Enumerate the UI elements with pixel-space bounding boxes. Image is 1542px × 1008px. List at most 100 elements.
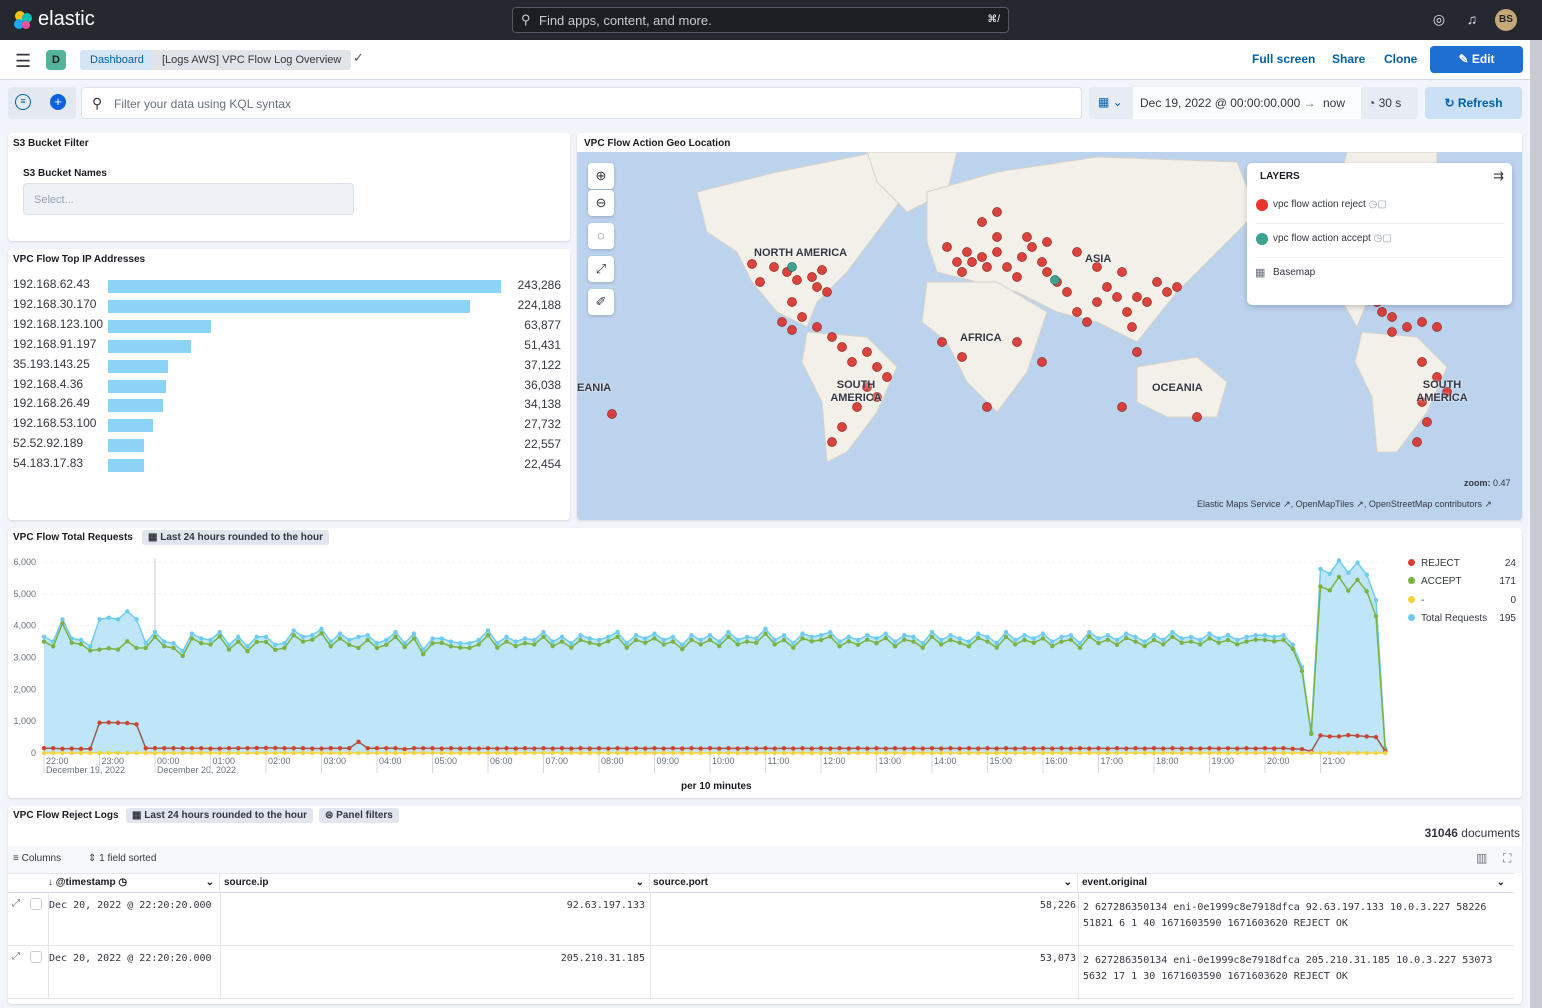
- menu-icon[interactable]: ☰: [15, 51, 32, 71]
- ip-row[interactable]: 52.52.92.189 22,557: [13, 436, 561, 456]
- ip-bar[interactable]: [108, 319, 212, 333]
- data-point: [633, 633, 639, 638]
- legend-item[interactable]: REJECT 24: [1408, 558, 1516, 569]
- elastic-logo-icon[interactable]: [12, 9, 34, 31]
- ip-row[interactable]: 192.168.123.100 63,877: [13, 317, 561, 337]
- panel-filters-badge[interactable]: ⊜ Panel filters: [319, 808, 399, 823]
- date-range[interactable]: Dec 19, 2022 @ 00:00:00.000 → now: [1133, 87, 1361, 119]
- full-screen-link[interactable]: Full screen: [1252, 52, 1316, 66]
- attribution-link[interactable]: Elastic Maps Service: [1197, 499, 1281, 509]
- row-checkbox[interactable]: [30, 898, 42, 910]
- data-point: [1327, 750, 1332, 756]
- data-point: [1179, 640, 1184, 646]
- start-date[interactable]: Dec 19, 2022 @ 00:00:00.000: [1140, 96, 1301, 110]
- attribution-link[interactable]: OpenMapTiles: [1295, 499, 1354, 509]
- ip-row[interactable]: 192.168.91.197 51,431: [13, 337, 561, 357]
- attribution-link[interactable]: OpenStreetMap contributors: [1368, 499, 1482, 509]
- ip-row[interactable]: 192.168.53.100 27,732: [13, 416, 561, 436]
- fit-bounds-button[interactable]: ◌: [588, 223, 614, 249]
- table-row[interactable]: ⤢ Dec 20, 2022 @ 22:20:20.000 92.63.197.…: [8, 893, 1514, 946]
- ip-bar[interactable]: [108, 459, 145, 473]
- table-row[interactable]: ⤢ Dec 20, 2022 @ 22:20:20.000 205.210.31…: [8, 946, 1514, 999]
- data-point: [680, 746, 685, 751]
- density-icon[interactable]: ▥: [1476, 851, 1488, 865]
- expand-icon[interactable]: ⤢: [12, 898, 20, 909]
- avatar[interactable]: BS: [1495, 9, 1517, 31]
- data-point: [245, 746, 250, 751]
- ip-bar[interactable]: [108, 399, 164, 413]
- reject-point: [862, 347, 872, 357]
- layer-basemap[interactable]: ▦ Basemap: [1255, 259, 1504, 292]
- layer-reject[interactable]: vpc flow action reject ◷▢: [1255, 191, 1504, 224]
- global-search-input[interactable]: ⚲ Find apps, content, and more. ⌘/: [512, 7, 1009, 33]
- expand-icon[interactable]: ⤢: [12, 951, 20, 962]
- kql-search-input[interactable]: ⚲ Filter your data using KQL syntax: [81, 87, 1082, 119]
- data-point: [226, 642, 232, 647]
- requests-chart[interactable]: 01,0002,0003,0004,0005,0006,00022:00Dece…: [8, 550, 1522, 780]
- end-date[interactable]: now: [1323, 96, 1346, 110]
- data-point: [282, 750, 287, 756]
- ip-row[interactable]: 192.168.30.170 224,188: [13, 297, 561, 317]
- news-icon[interactable]: ♫: [1466, 11, 1478, 27]
- ip-bar[interactable]: [108, 299, 471, 313]
- clone-link[interactable]: Clone: [1384, 52, 1418, 66]
- layer-accept[interactable]: vpc flow action accept ◷▢: [1255, 225, 1504, 258]
- column-header-event-original[interactable]: event.original ⌄: [1078, 873, 1510, 893]
- data-point: [1077, 645, 1083, 651]
- tools-button[interactable]: ✐: [588, 289, 614, 315]
- ip-bar[interactable]: [108, 419, 153, 433]
- ip-bar[interactable]: [108, 359, 168, 373]
- refresh-button[interactable]: ↻ Refresh: [1425, 87, 1522, 119]
- brand-name[interactable]: elastic: [38, 8, 95, 30]
- zoom-out-button[interactable]: ⊖: [588, 190, 614, 216]
- columns-button[interactable]: ≡ Columns: [13, 853, 61, 864]
- row-checkbox[interactable]: [30, 951, 42, 963]
- data-point: [115, 647, 121, 652]
- time-range-badge[interactable]: ▦ Last 24 hours rounded to the hour: [126, 808, 314, 823]
- page-scrollbar[interactable]: [1530, 40, 1542, 1008]
- data-point: [1059, 750, 1064, 756]
- share-link[interactable]: Share: [1332, 52, 1366, 66]
- zoom-in-button[interactable]: ⊕: [588, 163, 614, 189]
- collapse-layers-icon[interactable]: ⇉: [1493, 168, 1504, 183]
- breadcrumb-dashboard[interactable]: Dashboard: [80, 50, 152, 70]
- fullscreen-icon[interactable]: ⛶: [1503, 851, 1512, 865]
- ip-row[interactable]: 192.168.26.49 34,138: [13, 396, 561, 416]
- help-icon[interactable]: ◎: [1432, 11, 1446, 27]
- data-point: [596, 746, 602, 751]
- legend-item[interactable]: Total Requests 195: [1408, 613, 1516, 624]
- chevron-down-icon[interactable]: ⌄: [205, 877, 214, 888]
- ip-bar[interactable]: [108, 339, 192, 353]
- time-range-badge[interactable]: ▦ Last 24 hours rounded to the hour: [142, 530, 330, 545]
- ip-row[interactable]: 192.168.4.36 36,038: [13, 377, 561, 397]
- data-point: [328, 639, 333, 644]
- space-avatar[interactable]: D: [46, 50, 66, 70]
- calendar-icon[interactable]: ▦ ⌄: [1098, 95, 1123, 109]
- data-point: [1225, 633, 1231, 638]
- ip-row[interactable]: 35.193.143.25 37,122: [13, 357, 561, 377]
- s3-bucket-select[interactable]: Select...: [23, 183, 354, 215]
- column-header-source-ip[interactable]: source.ip ⌄: [220, 873, 650, 893]
- data-point: [606, 639, 611, 644]
- legend-item[interactable]: -0: [1408, 595, 1516, 606]
- chevron-down-icon[interactable]: ⌄: [635, 877, 644, 888]
- draw-shape-button[interactable]: ⤢: [588, 256, 614, 282]
- ip-bar[interactable]: [108, 379, 167, 393]
- data-point: [106, 615, 111, 620]
- ip-row[interactable]: 192.168.62.43 243,286: [13, 277, 561, 297]
- column-header-source-port[interactable]: source.port ⌄: [650, 873, 1078, 893]
- ip-bar[interactable]: [108, 280, 501, 293]
- chevron-down-icon[interactable]: ⌄: [1063, 877, 1072, 888]
- data-point: [985, 750, 990, 756]
- ip-row[interactable]: 54.183.17.83 22,454: [13, 456, 561, 476]
- edit-button[interactable]: ✎ Edit: [1430, 46, 1523, 73]
- ip-bar[interactable]: [108, 439, 145, 453]
- chevron-down-icon[interactable]: ⌄: [1496, 877, 1505, 888]
- add-filter-icon[interactable]: +: [50, 94, 66, 110]
- sort-button[interactable]: ⇕ 1 field sorted: [88, 853, 156, 864]
- refresh-interval[interactable]: ◔ 30 s: [1368, 96, 1401, 110]
- column-header-timestamp[interactable]: ↓ @timestamp ◷ ⌄: [48, 873, 220, 893]
- legend-item[interactable]: ACCEPT 171: [1408, 576, 1516, 587]
- filter-menu-icon[interactable]: ≡: [15, 94, 31, 110]
- edit-label: Edit: [1471, 52, 1495, 66]
